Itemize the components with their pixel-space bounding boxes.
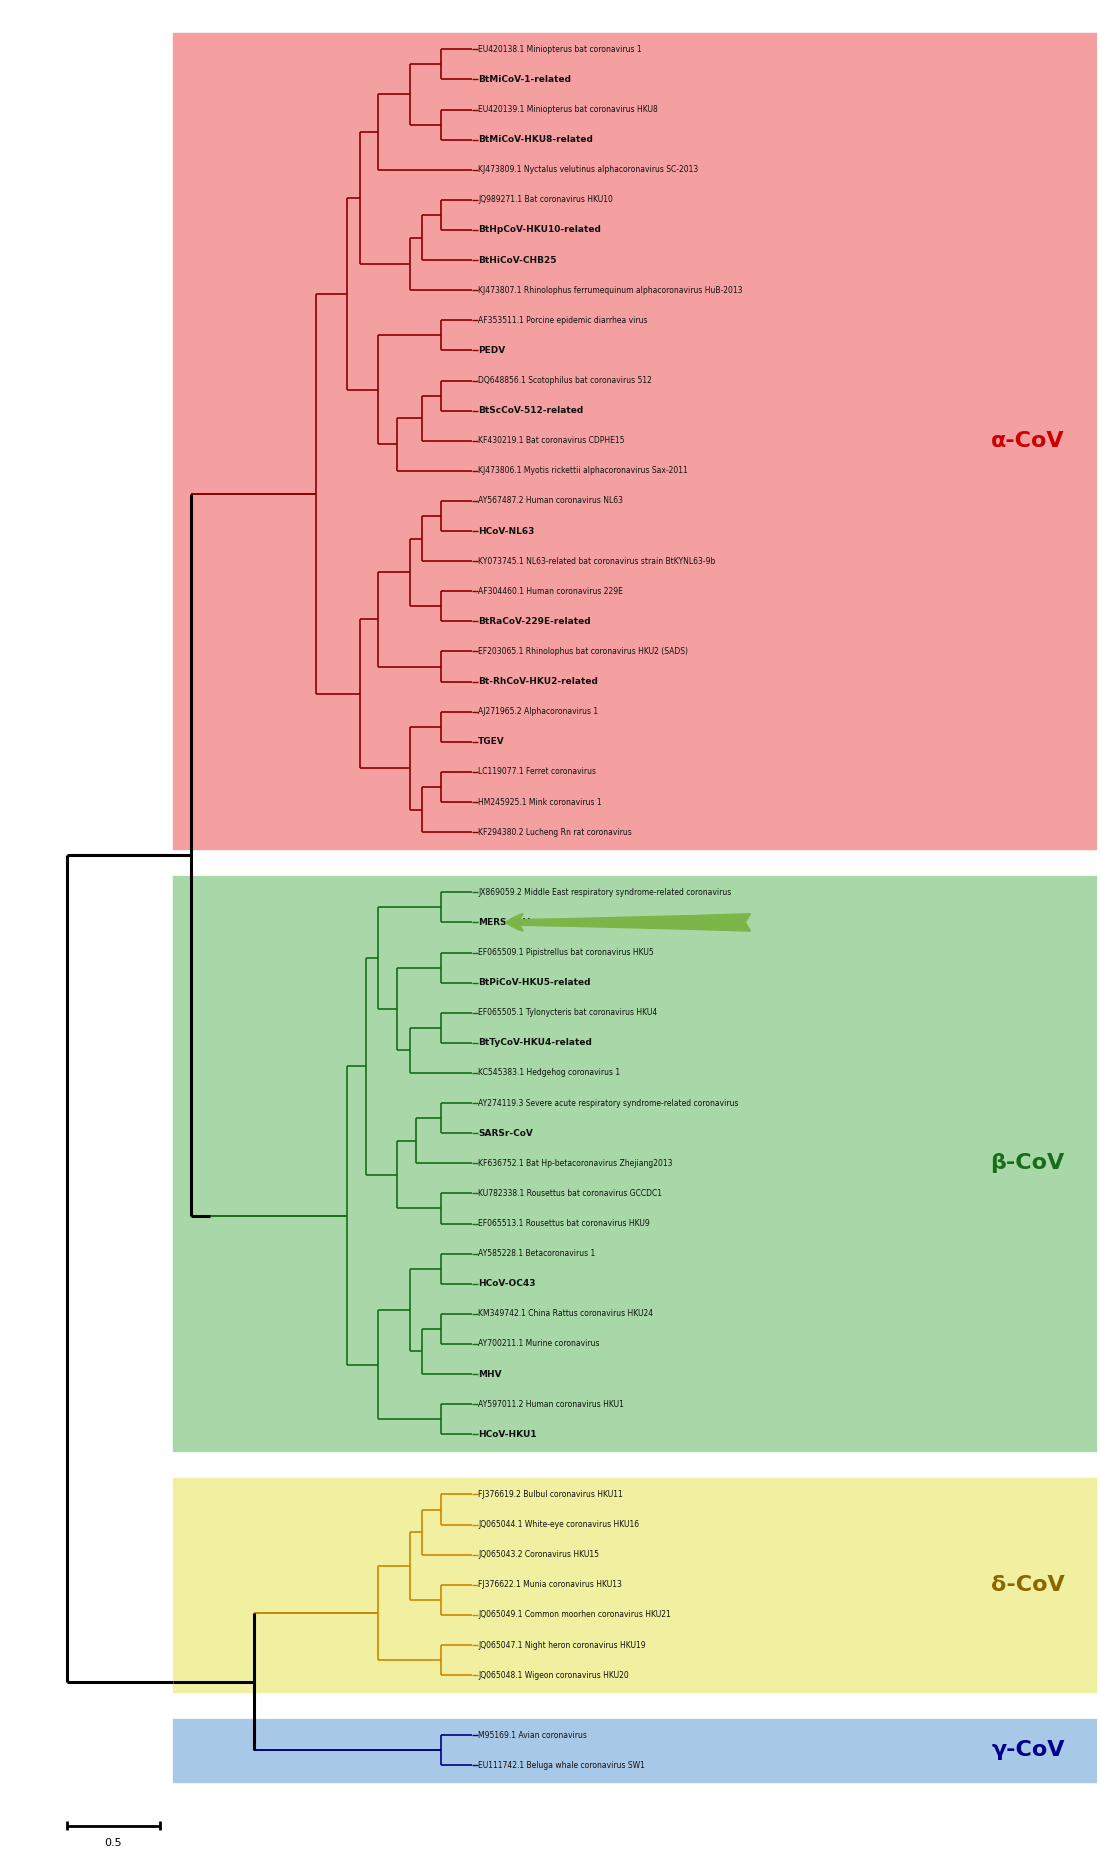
Text: MERS-CoV: MERS-CoV (478, 919, 530, 926)
Text: EF065509.1 Pipistrellus bat coronavirus HKU5: EF065509.1 Pipistrellus bat coronavirus … (478, 949, 654, 956)
Text: EU420138.1 Miniopterus bat coronavirus 1: EU420138.1 Miniopterus bat coronavirus 1 (478, 45, 642, 54)
Text: AY597011.2 Human coronavirus HKU1: AY597011.2 Human coronavirus HKU1 (478, 1399, 624, 1408)
Text: SARSr-CoV: SARSr-CoV (478, 1129, 534, 1138)
Text: PEDV: PEDV (478, 345, 506, 354)
Text: AF353511.1 Porcine epidemic diarrhea virus: AF353511.1 Porcine epidemic diarrhea vir… (478, 315, 648, 324)
Text: BtMiCoV-HKU8-related: BtMiCoV-HKU8-related (478, 135, 593, 144)
Text: KM349742.1 China Rattus coronavirus HKU24: KM349742.1 China Rattus coronavirus HKU2… (478, 1309, 653, 1318)
Text: BtRaCoV-229E-related: BtRaCoV-229E-related (478, 617, 591, 626)
Text: EF203065.1 Rhinolophus bat coronavirus HKU2 (SADS): EF203065.1 Rhinolophus bat coronavirus H… (478, 647, 689, 656)
Text: TGEV: TGEV (478, 737, 505, 746)
Text: KJ473807.1 Rhinolophus ferrumequinum alphacoronavirus HuB-2013: KJ473807.1 Rhinolophus ferrumequinum alp… (478, 285, 742, 294)
Text: HCoV-OC43: HCoV-OC43 (478, 1279, 536, 1288)
Text: LC119077.1 Ferret coronavirus: LC119077.1 Ferret coronavirus (478, 767, 596, 776)
Text: KY073745.1 NL63-related bat coronavirus strain BtKYNL63-9b: KY073745.1 NL63-related bat coronavirus … (478, 557, 716, 566)
Text: KF430219.1 Bat coronavirus CDPHE15: KF430219.1 Bat coronavirus CDPHE15 (478, 437, 625, 444)
Text: M95169.1 Avian coronavirus: M95169.1 Avian coronavirus (478, 1731, 587, 1740)
Text: FJ376619.2 Bulbul coronavirus HKU11: FJ376619.2 Bulbul coronavirus HKU11 (478, 1491, 623, 1498)
Text: AY700211.1 Murine coronavirus: AY700211.1 Murine coronavirus (478, 1339, 600, 1348)
Text: KU782338.1 Rousettus bat coronavirus GCCDC1: KU782338.1 Rousettus bat coronavirus GCC… (478, 1189, 662, 1198)
Text: HCoV-NL63: HCoV-NL63 (478, 527, 535, 536)
Text: BtMiCoV-1-related: BtMiCoV-1-related (478, 75, 571, 84)
Text: HCoV-HKU1: HCoV-HKU1 (478, 1431, 537, 1438)
Text: DQ648856.1 Scotophilus bat coronavirus 512: DQ648856.1 Scotophilus bat coronavirus 5… (478, 377, 652, 384)
Text: KJ473806.1 Myotis rickettii alphacoronavirus Sax-2011: KJ473806.1 Myotis rickettii alphacoronav… (478, 467, 688, 476)
Text: EF065505.1 Tylonycteris bat coronavirus HKU4: EF065505.1 Tylonycteris bat coronavirus … (478, 1009, 658, 1018)
Text: JQ989271.1 Bat coronavirus HKU10: JQ989271.1 Bat coronavirus HKU10 (478, 195, 613, 204)
Text: BtPiCoV-HKU5-related: BtPiCoV-HKU5-related (478, 979, 591, 986)
Text: HM245925.1 Mink coronavirus 1: HM245925.1 Mink coronavirus 1 (478, 797, 602, 806)
Text: KF294380.2 Lucheng Rn rat coronavirus: KF294380.2 Lucheng Rn rat coronavirus (478, 827, 632, 836)
Text: AY585228.1 Betacoronavirus 1: AY585228.1 Betacoronavirus 1 (478, 1249, 595, 1258)
Text: BtHiCoV-CHB25: BtHiCoV-CHB25 (478, 255, 557, 264)
Text: BtScCoV-512-related: BtScCoV-512-related (478, 407, 583, 414)
Text: JQ065048.1 Wigeon coronavirus HKU20: JQ065048.1 Wigeon coronavirus HKU20 (478, 1671, 629, 1680)
Text: KF636752.1 Bat Hp-betacoronavirus Zhejiang2013: KF636752.1 Bat Hp-betacoronavirus Zhejia… (478, 1159, 673, 1168)
Text: AY274119.3 Severe acute respiratory syndrome-related coronavirus: AY274119.3 Severe acute respiratory synd… (478, 1099, 739, 1108)
Text: AY567487.2 Human coronavirus NL63: AY567487.2 Human coronavirus NL63 (478, 497, 624, 506)
Text: 0.5: 0.5 (104, 1838, 122, 1847)
Text: δ-CoV: δ-CoV (991, 1575, 1065, 1596)
Text: EF065513.1 Rousettus bat coronavirus HKU9: EF065513.1 Rousettus bat coronavirus HKU… (478, 1219, 650, 1228)
Text: FJ376622.1 Munia coronavirus HKU13: FJ376622.1 Munia coronavirus HKU13 (478, 1581, 623, 1590)
Text: EU420139.1 Miniopterus bat coronavirus HKU8: EU420139.1 Miniopterus bat coronavirus H… (478, 105, 658, 114)
Text: AJ271965.2 Alphacoronavirus 1: AJ271965.2 Alphacoronavirus 1 (478, 707, 598, 716)
Text: γ-CoV: γ-CoV (991, 1740, 1065, 1761)
Text: MHV: MHV (478, 1369, 502, 1378)
Text: JQ065043.2 Coronavirus HKU15: JQ065043.2 Coronavirus HKU15 (478, 1551, 600, 1560)
Text: JX869059.2 Middle East respiratory syndrome-related coronavirus: JX869059.2 Middle East respiratory syndr… (478, 889, 732, 896)
Text: EU111742.1 Beluga whale coronavirus SW1: EU111742.1 Beluga whale coronavirus SW1 (478, 1761, 645, 1770)
Text: BtHpCoV-HKU10-related: BtHpCoV-HKU10-related (478, 225, 601, 234)
Text: KC545383.1 Hedgehog coronavirus 1: KC545383.1 Hedgehog coronavirus 1 (478, 1069, 620, 1078)
Text: KJ473809.1 Nyctalus velutinus alphacoronavirus SC-2013: KJ473809.1 Nyctalus velutinus alphacoron… (478, 165, 698, 174)
Text: Bt-RhCoV-HKU2-related: Bt-RhCoV-HKU2-related (478, 677, 598, 686)
Text: JQ065049.1 Common moorhen coronavirus HKU21: JQ065049.1 Common moorhen coronavirus HK… (478, 1611, 671, 1620)
Text: BtTyCoV-HKU4-related: BtTyCoV-HKU4-related (478, 1039, 592, 1048)
Text: α-CoV: α-CoV (991, 431, 1065, 450)
Text: β-CoV: β-CoV (990, 1153, 1065, 1174)
Text: JQ065044.1 White-eye coronavirus HKU16: JQ065044.1 White-eye coronavirus HKU16 (478, 1521, 639, 1530)
Text: AF304460.1 Human coronavirus 229E: AF304460.1 Human coronavirus 229E (478, 587, 623, 596)
Text: JQ065047.1 Night heron coronavirus HKU19: JQ065047.1 Night heron coronavirus HKU19 (478, 1641, 646, 1650)
